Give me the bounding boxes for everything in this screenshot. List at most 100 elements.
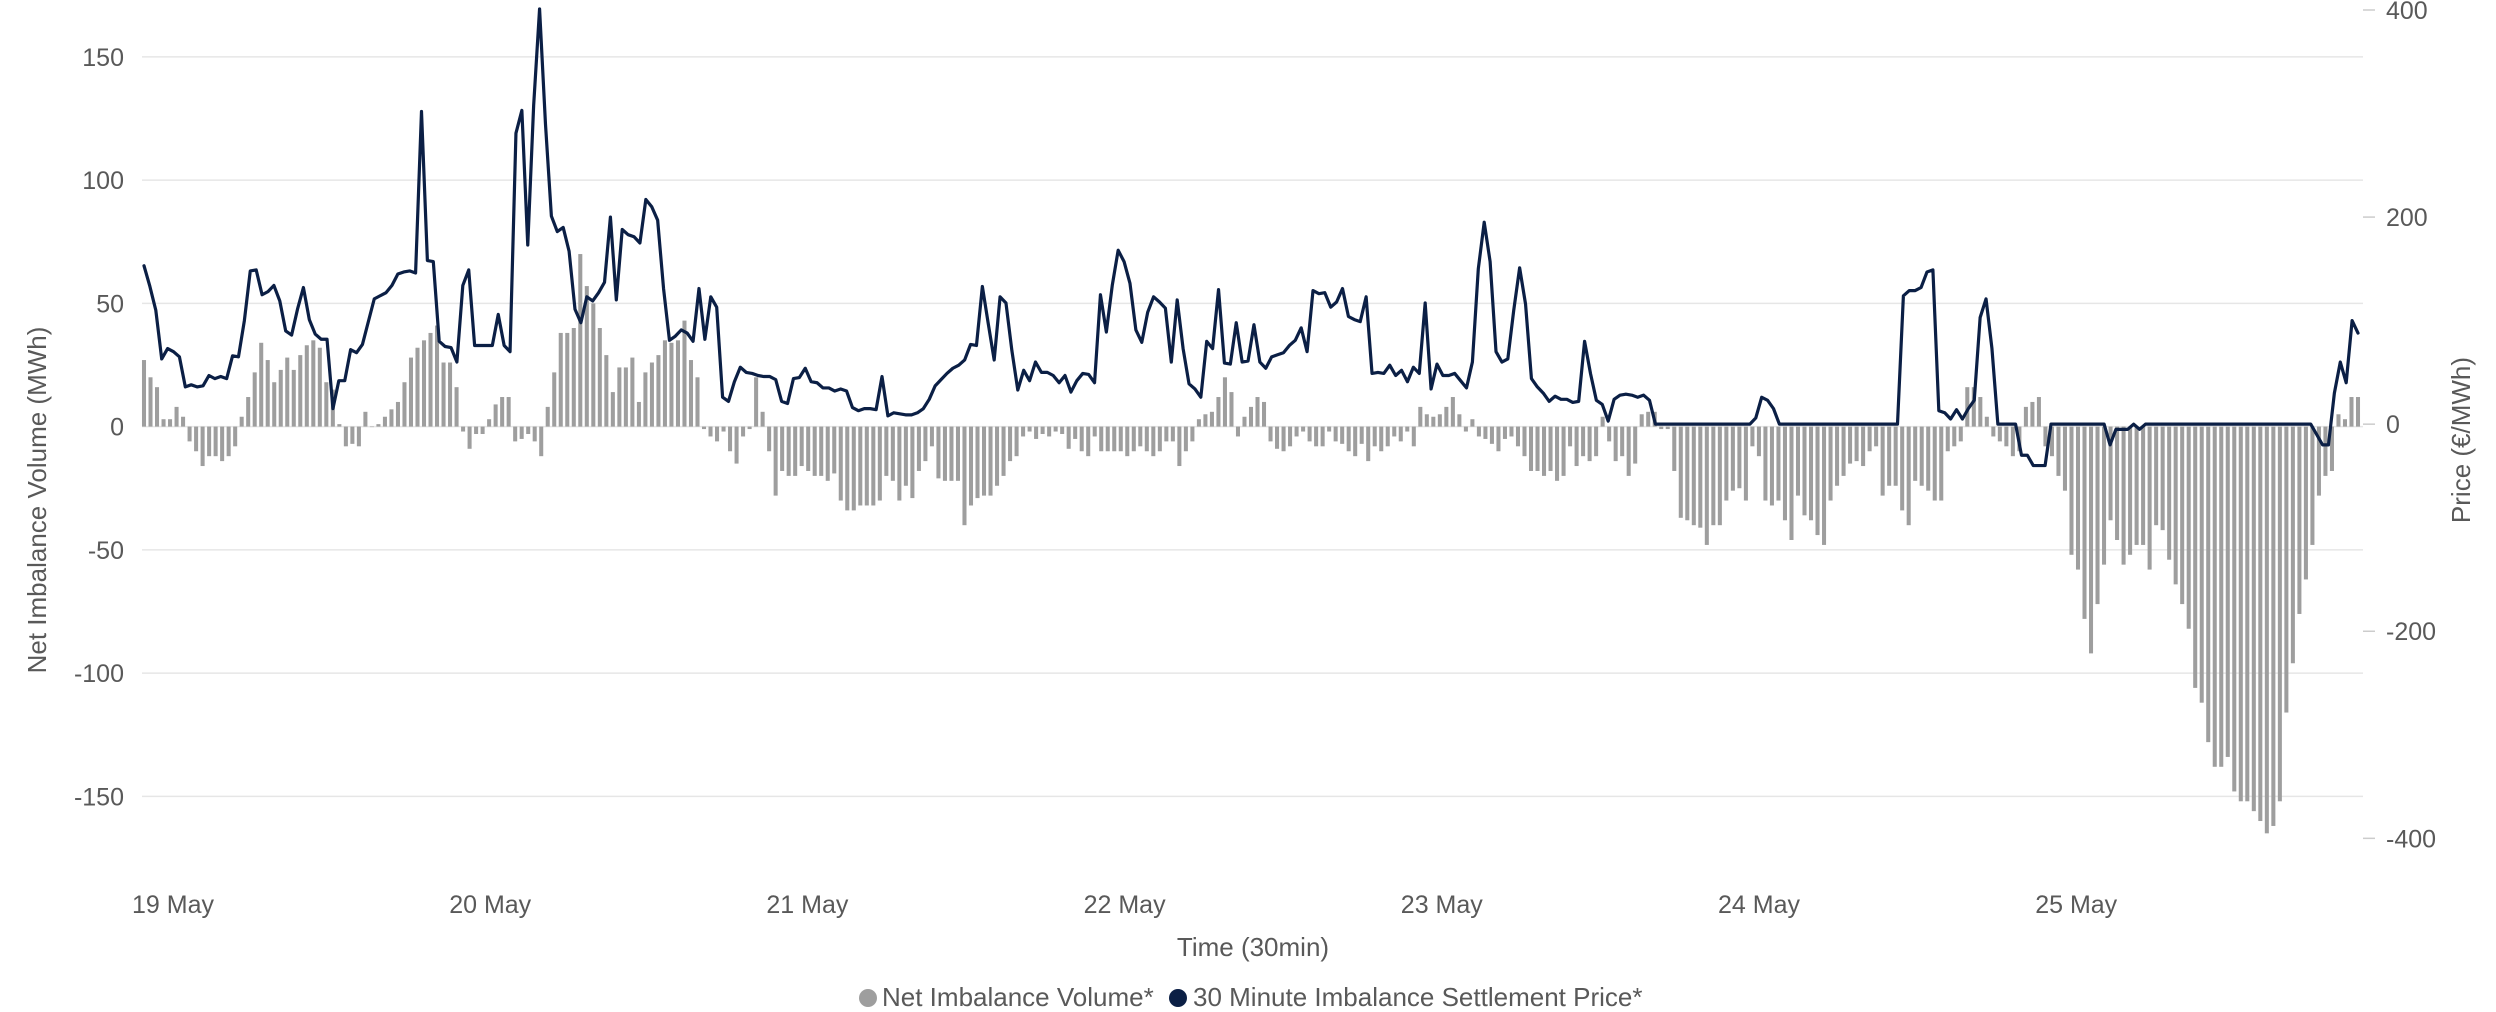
volume-bar[interactable] xyxy=(337,424,342,427)
volume-bar[interactable] xyxy=(1431,416,1436,427)
volume-bar[interactable] xyxy=(1502,426,1507,439)
volume-bar[interactable] xyxy=(1509,426,1514,437)
volume-bar[interactable] xyxy=(851,426,856,511)
volume-bar[interactable] xyxy=(1177,426,1182,467)
volume-bar[interactable] xyxy=(311,340,316,427)
volume-bar[interactable] xyxy=(467,426,472,449)
volume-bar[interactable] xyxy=(838,426,843,501)
volume-bar[interactable] xyxy=(1639,414,1644,427)
volume-bar[interactable] xyxy=(1887,426,1892,486)
volume-bar[interactable] xyxy=(539,426,544,457)
volume-bar[interactable] xyxy=(1561,426,1566,476)
volume-bar[interactable] xyxy=(1555,426,1560,481)
volume-bar[interactable] xyxy=(2115,426,2120,540)
volume-bar[interactable] xyxy=(1320,426,1325,447)
volume-bar[interactable] xyxy=(2075,426,2081,570)
volume-bar[interactable] xyxy=(526,426,531,434)
volume-bar[interactable] xyxy=(682,320,687,427)
volume-bar[interactable] xyxy=(408,357,413,427)
volume-bar[interactable] xyxy=(1587,426,1592,462)
volume-bar[interactable] xyxy=(441,362,446,427)
volume-bar[interactable] xyxy=(565,332,570,427)
volume-bar[interactable] xyxy=(2310,426,2315,545)
volume-bar[interactable] xyxy=(2062,426,2067,491)
volume-bar[interactable] xyxy=(715,426,720,442)
volume-bar[interactable] xyxy=(597,328,602,427)
volume-bar[interactable] xyxy=(1483,426,1488,439)
volume-bar[interactable] xyxy=(265,360,270,427)
volume-bar[interactable] xyxy=(610,392,615,427)
volume-bar[interactable] xyxy=(2290,426,2295,664)
volume-bar[interactable] xyxy=(2258,426,2263,822)
volume-bar[interactable] xyxy=(1359,426,1364,444)
volume-bar[interactable] xyxy=(1340,426,1345,444)
volume-bar[interactable] xyxy=(1196,419,1201,427)
volume-bar[interactable] xyxy=(1164,426,1169,442)
volume-bar[interactable] xyxy=(2036,397,2041,427)
volume-bar[interactable] xyxy=(1424,414,1429,427)
volume-bar[interactable] xyxy=(1997,426,2002,442)
volume-bar[interactable] xyxy=(1880,426,1885,496)
volume-bar[interactable] xyxy=(2082,426,2087,619)
volume-bar[interactable] xyxy=(2316,426,2321,496)
volume-bar[interactable] xyxy=(1476,426,1481,437)
volume-bar[interactable] xyxy=(1717,426,1722,526)
volume-bar[interactable] xyxy=(1255,397,1260,427)
volume-bar[interactable] xyxy=(1926,426,1931,491)
volume-bar[interactable] xyxy=(1086,426,1091,457)
volume-bar[interactable] xyxy=(1170,426,1175,442)
volume-bar[interactable] xyxy=(643,372,648,427)
volume-bar[interactable] xyxy=(1776,426,1781,501)
volume-bar[interactable] xyxy=(174,406,179,427)
volume-bar[interactable] xyxy=(220,426,225,462)
volume-bar[interactable] xyxy=(1457,414,1462,427)
volume-bar[interactable] xyxy=(968,426,974,506)
volume-bar[interactable] xyxy=(884,426,889,476)
volume-bar[interactable] xyxy=(1418,406,1423,427)
volume-bar[interactable] xyxy=(1789,426,1794,540)
volume-bar[interactable] xyxy=(1581,426,1586,457)
volume-bar[interactable] xyxy=(506,397,511,427)
volume-bar[interactable] xyxy=(428,332,433,427)
volume-bar[interactable] xyxy=(2108,426,2113,521)
volume-bar[interactable] xyxy=(356,426,361,447)
volume-bar[interactable] xyxy=(1594,426,1599,457)
volume-bar[interactable] xyxy=(1333,426,1338,442)
volume-bar[interactable] xyxy=(2206,426,2211,743)
volume-bar[interactable] xyxy=(1685,426,1690,521)
volume-bar[interactable] xyxy=(278,369,283,427)
volume-bar[interactable] xyxy=(936,426,941,479)
volume-bar[interactable] xyxy=(662,340,667,427)
volume-bar[interactable] xyxy=(480,426,485,434)
volume-bar[interactable] xyxy=(2186,426,2191,629)
volume-bar[interactable] xyxy=(1008,426,1013,462)
volume-bar[interactable] xyxy=(1939,426,1944,501)
volume-bar[interactable] xyxy=(799,426,804,467)
volume-bar[interactable] xyxy=(1769,426,1774,506)
volume-bar[interactable] xyxy=(1802,426,1807,516)
volume-bar[interactable] xyxy=(1183,426,1188,452)
volume-bar[interactable] xyxy=(148,377,153,427)
volume-bar[interactable] xyxy=(1437,414,1442,427)
volume-bar[interactable] xyxy=(1047,426,1052,437)
volume-bar[interactable] xyxy=(181,416,186,427)
volume-bar[interactable] xyxy=(200,426,205,467)
volume-bar[interactable] xyxy=(1398,426,1403,442)
volume-bar[interactable] xyxy=(155,387,160,427)
volume-bar[interactable] xyxy=(1372,426,1377,447)
volume-bar[interactable] xyxy=(695,377,700,427)
volume-bar[interactable] xyxy=(421,340,427,427)
volume-bar[interactable] xyxy=(1275,426,1280,449)
volume-bar[interactable] xyxy=(2134,426,2139,545)
volume-bar[interactable] xyxy=(858,426,863,506)
volume-bar[interactable] xyxy=(1222,377,1227,427)
volume-bar[interactable] xyxy=(721,426,726,432)
volume-bar[interactable] xyxy=(2251,426,2256,812)
volume-bar[interactable] xyxy=(1737,426,1742,489)
volume-bar[interactable] xyxy=(1229,392,1234,427)
volume-bar[interactable] xyxy=(2030,401,2035,427)
volume-bar[interactable] xyxy=(1411,426,1416,447)
volume-bar[interactable] xyxy=(1659,426,1664,430)
volume-bar[interactable] xyxy=(1626,426,1631,476)
volume-bar[interactable] xyxy=(1040,426,1045,434)
